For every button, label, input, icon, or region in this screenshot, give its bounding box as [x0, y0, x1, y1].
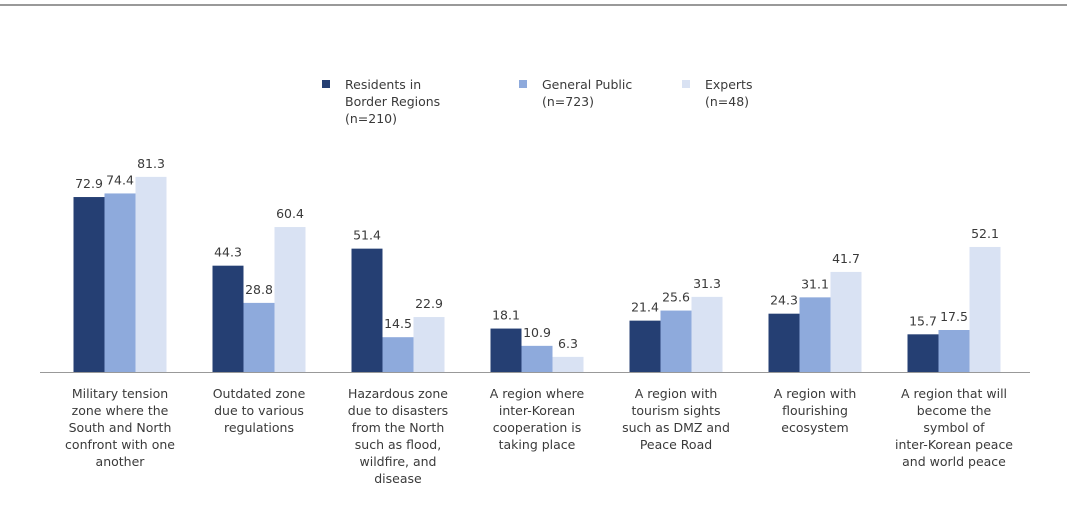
x-tick-label-line: flourishing: [782, 403, 848, 418]
legend-label-line: Border Regions: [345, 94, 440, 109]
value-label: 25.6: [662, 290, 690, 305]
x-tick-label-line: South and North: [69, 420, 172, 435]
bar: [413, 317, 445, 372]
bar: [274, 227, 306, 372]
value-label: 15.7: [909, 313, 937, 328]
bar: [768, 313, 800, 372]
value-label: 14.5: [384, 316, 412, 331]
legend-label-line: (n=723): [542, 94, 594, 109]
bar: [660, 310, 692, 372]
legend-label-line: Experts: [705, 77, 752, 92]
x-tick-label-line: A region with: [774, 386, 857, 401]
bar: [907, 334, 939, 372]
x-tick-label: A region with flourishing ecosystem: [774, 386, 857, 435]
bar: [104, 193, 136, 372]
x-tick-label-line: A region with: [635, 386, 718, 401]
x-tick-label-line: Hazardous zone: [348, 386, 448, 401]
x-tick-label-line: and world peace: [902, 454, 1006, 469]
value-label: 81.3: [137, 156, 165, 171]
value-label: 17.5: [940, 309, 968, 324]
value-label: 21.4: [631, 300, 659, 315]
bar: [799, 297, 831, 372]
bar: [969, 246, 1001, 372]
x-tick-label: Military tension zone where the South and …: [65, 386, 175, 469]
value-label: 22.9: [415, 296, 443, 311]
legend-label-line: (n=48): [705, 94, 749, 109]
bar: [552, 356, 584, 372]
x-tick-label: Outdated zone due to various regulations: [213, 386, 306, 435]
legend-swatch: [322, 80, 330, 88]
bar: [382, 337, 414, 372]
x-tick-label-line: disease: [374, 471, 422, 486]
value-label: 28.8: [245, 282, 273, 297]
legend-swatch: [519, 80, 527, 88]
bar: [351, 248, 383, 372]
x-tick-label-line: such as DMZ and: [622, 420, 730, 435]
bar: [243, 302, 275, 372]
value-label: 44.3: [214, 245, 242, 260]
x-tick-label-line: confront with one: [65, 437, 175, 452]
x-tick-label-line: regulations: [224, 420, 294, 435]
x-tick-label: A region that will become the symbol of int…: [895, 386, 1013, 469]
bar: [135, 176, 167, 372]
legend-label-line: General Public: [542, 77, 632, 92]
bar: [521, 345, 553, 372]
legend-label: Experts (n=48): [705, 77, 752, 109]
bar: [830, 271, 862, 372]
x-tick-label: A region where inter-Korean cooperation is…: [490, 386, 585, 452]
bar: [490, 328, 522, 372]
x-tick-label: Hazardous zone due to disasters from the N…: [348, 386, 449, 486]
x-tick-label-line: Military tension: [72, 386, 168, 401]
value-label: 18.1: [492, 308, 520, 323]
x-tick-label-line: such as flood,: [355, 437, 441, 452]
bar: [938, 330, 970, 372]
x-tick-label-line: inter-Korean: [499, 403, 575, 418]
x-tick-label-line: Outdated zone: [213, 386, 306, 401]
x-tick-label-line: due to disasters: [348, 403, 448, 418]
legend-label-line: (n=210): [345, 111, 397, 126]
value-label: 41.7: [832, 251, 860, 266]
value-label: 31.1: [801, 276, 829, 291]
x-tick-label-line: tourism sights: [631, 403, 720, 418]
x-tick-label-line: symbol of: [923, 420, 985, 435]
x-tick-label-line: A region that will: [901, 386, 1007, 401]
x-tick-label-line: cooperation is: [493, 420, 582, 435]
bar: [212, 265, 244, 372]
value-label: 60.4: [276, 206, 304, 221]
x-tick-label-line: inter-Korean peace: [895, 437, 1013, 452]
legend-label: General Public (n=723): [542, 77, 632, 109]
value-label: 52.1: [971, 226, 999, 241]
value-label: 24.3: [770, 293, 798, 308]
value-label: 74.4: [106, 172, 134, 187]
bar: [73, 197, 105, 372]
value-label: 10.9: [523, 325, 551, 340]
x-tick-label-line: another: [96, 454, 146, 469]
x-tick-label-line: taking place: [499, 437, 576, 452]
legend-swatch: [682, 80, 690, 88]
x-tick-label-line: from the North: [352, 420, 445, 435]
x-tick-label-line: Peace Road: [640, 437, 712, 452]
value-label: 72.9: [75, 176, 103, 191]
value-label: 51.4: [353, 228, 381, 243]
x-tick-label-line: become the: [917, 403, 992, 418]
bar: [691, 296, 723, 372]
value-label: 31.3: [693, 276, 721, 291]
x-tick-label-line: A region where: [490, 386, 585, 401]
legend-label: Residents in Border Regions (n=210): [345, 77, 440, 126]
x-tick-label-line: zone where the: [72, 403, 169, 418]
bar: [629, 320, 661, 372]
value-label: 6.3: [558, 336, 578, 351]
x-tick-label: A region with tourism sights such as DMZ a…: [622, 386, 730, 452]
x-tick-label-line: ecosystem: [781, 420, 848, 435]
x-tick-label-line: due to various: [214, 403, 304, 418]
legend-label-line: Residents in: [345, 77, 421, 92]
x-tick-label-line: wildfire, and: [360, 454, 437, 469]
